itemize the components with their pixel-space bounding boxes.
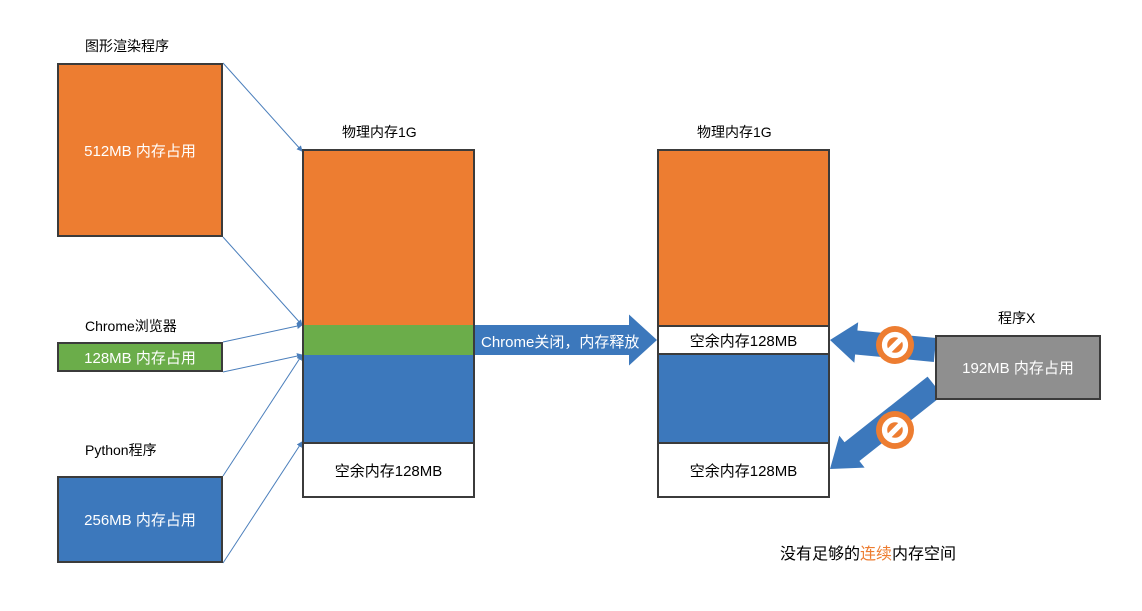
label-program-x: 程序X (998, 308, 1035, 328)
label-chrome: Chrome浏览器 (85, 316, 177, 336)
footer-highlight: 连续 (860, 546, 892, 563)
arrow-label-chrome-close: Chrome关闭，内存释放 (481, 331, 639, 352)
box-program-x: 192MB 内存占用 (935, 335, 1101, 400)
box-gpu-program: 512MB 内存占用 (57, 63, 223, 237)
footer-prefix: 没有足够的 (780, 546, 860, 563)
footer-text: 没有足够的连续内存空间 (780, 540, 956, 564)
label-gpu-program: 图形渲染程序 (85, 36, 169, 56)
mem1-frame (302, 149, 475, 498)
footer-suffix: 内存空间 (892, 546, 956, 563)
mem2-frame (657, 149, 830, 498)
box-python: 256MB 内存占用 (57, 476, 223, 563)
label-python: Python程序 (85, 440, 157, 460)
box-chrome: 128MB 内存占用 (57, 342, 223, 372)
label-physical-memory-1: 物理内存1G (342, 122, 417, 142)
label-physical-memory-2: 物理内存1G (697, 122, 772, 142)
diagram-stage: 图形渲染程序 512MB 内存占用 Chrome浏览器 128MB 内存占用 P… (0, 0, 1142, 611)
